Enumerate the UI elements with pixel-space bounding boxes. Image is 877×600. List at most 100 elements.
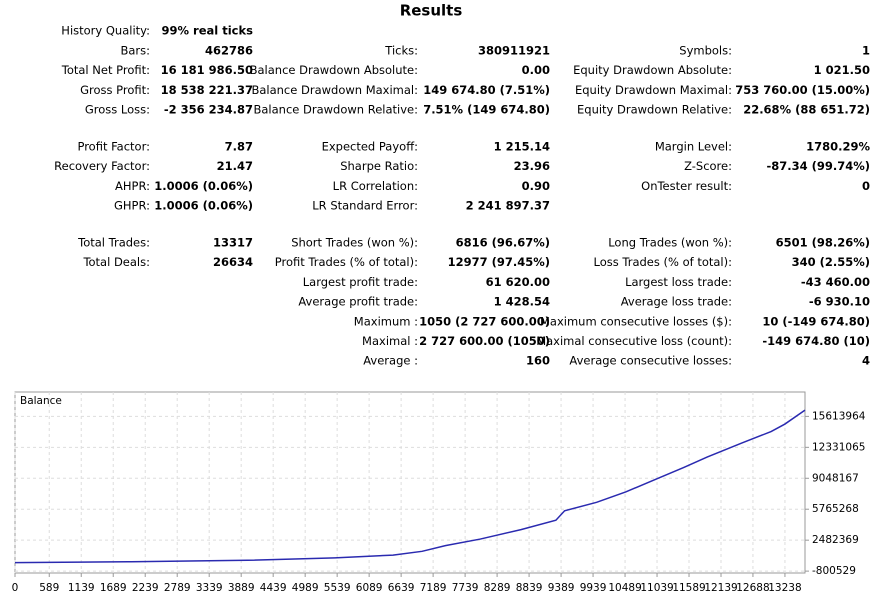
stat-label: Balance Drawdown Relative: (254, 103, 419, 117)
stat-value: 0.00 (522, 63, 550, 77)
stat-value: 1780.29% (806, 140, 870, 154)
plot-area (14, 391, 806, 574)
x-tick-label: 1689 (100, 582, 127, 594)
x-tick-label: 7739 (452, 582, 479, 594)
stat-value: -43 460.00 (801, 275, 870, 289)
stat-value: 26634 (213, 255, 253, 269)
stat-value: 7.51% (149 674.80) (423, 103, 550, 117)
x-tick-label: 11039 (640, 582, 673, 594)
x-tick-label: 9939 (580, 582, 607, 594)
stat-value: 753 760.00 (15.00%) (735, 83, 870, 97)
stat-value: 13317 (213, 236, 253, 250)
stat-value: -87.34 (99.74%) (766, 159, 870, 173)
x-tick-label: 12139 (704, 582, 737, 594)
stat-value: 1 215.14 (494, 140, 550, 154)
stat-value: 149 674.80 (7.51%) (423, 83, 550, 97)
stat-value: 2 727 600.00 (1050) (419, 334, 550, 348)
x-tick-label: 7189 (420, 582, 447, 594)
x-tick-label: 0 (12, 582, 19, 594)
x-tick-label: 3889 (228, 582, 255, 594)
stat-label: Profit Trades (% of total): (275, 255, 418, 269)
stat-value: 12977 (97.45%) (448, 255, 550, 269)
stat-label: Symbols: (679, 44, 732, 58)
stat-value: 1050 (2 727 600.00) (419, 314, 550, 328)
stat-value: 1.0006 (0.06%) (154, 199, 253, 213)
stat-value: 1 (862, 44, 870, 58)
stat-label: Total Net Profit: (61, 63, 150, 77)
stat-label: Total Trades: (77, 236, 150, 250)
stat-value: 6501 (98.26%) (776, 236, 870, 250)
stat-label: Average profit trade: (298, 295, 418, 309)
stat-label: Average consecutive losses: (569, 354, 732, 368)
stat-value: -149 674.80 (10) (762, 334, 870, 348)
x-tick-label: 2239 (132, 582, 159, 594)
x-tick-label: 3339 (196, 582, 223, 594)
x-tick-label: 8289 (484, 582, 511, 594)
x-tick-label: 589 (39, 582, 59, 594)
stat-label: Equity Drawdown Maximal: (575, 83, 732, 97)
y-tick-label: 12331065 (812, 441, 865, 453)
x-tick-label: 9389 (548, 582, 575, 594)
stat-label: Expected Payoff: (322, 140, 418, 154)
stat-value: 18 538 221.37 (161, 83, 253, 97)
x-tick-label: 4439 (260, 582, 287, 594)
x-tick-label: 12688 (736, 582, 769, 594)
stat-label: LR Standard Error: (312, 199, 418, 213)
stat-label: OnTester result: (641, 179, 732, 193)
stat-value: 0.90 (522, 179, 550, 193)
stat-value: 7.87 (225, 140, 253, 154)
stat-label: Profit Factor: (77, 140, 150, 154)
stat-label: Average : (363, 354, 418, 368)
stat-label: Loss Trades (% of total): (594, 255, 732, 269)
stat-value: 160 (526, 354, 550, 368)
stat-value: 380911921 (478, 44, 550, 58)
stat-value: 462786 (205, 44, 253, 58)
stat-value: 21.47 (217, 159, 253, 173)
stat-label: Sharpe Ratio: (340, 159, 418, 173)
stat-label: Total Deals: (82, 255, 150, 269)
stat-value: 4 (862, 354, 870, 368)
stat-label: Maximal : (362, 334, 418, 348)
x-tick-label: 2789 (164, 582, 191, 594)
chart-title: Balance (20, 395, 62, 407)
x-tick-label: 13238 (768, 582, 801, 594)
stat-value: 23.96 (514, 159, 550, 173)
y-tick-label: -800529 (812, 565, 856, 577)
stat-value: 61 620.00 (486, 275, 550, 289)
stat-value: 1 021.50 (814, 63, 870, 77)
stat-label: GHPR: (114, 199, 150, 213)
stat-value: 0 (862, 179, 870, 193)
report-title: Results (400, 2, 463, 20)
stat-value: 99% real ticks (162, 24, 254, 38)
stat-value: -2 356 234.87 (164, 103, 253, 117)
stat-label: Recovery Factor: (54, 159, 150, 173)
stat-label: Maximum : (354, 314, 418, 328)
x-tick-label: 6089 (356, 582, 383, 594)
stat-label: Maximal consecutive loss (count): (536, 334, 732, 348)
balance-line (14, 409, 806, 564)
stat-value: 1.0006 (0.06%) (154, 179, 253, 193)
stat-label: Largest profit trade: (303, 275, 418, 289)
stat-label: Z-Score: (684, 159, 732, 173)
stat-label: Ticks: (384, 44, 418, 58)
x-tick-label: 5539 (324, 582, 351, 594)
stat-label: Equity Drawdown Relative: (577, 103, 732, 117)
stat-label: Equity Drawdown Absolute: (573, 63, 732, 77)
y-tick-label: 2482369 (812, 534, 859, 546)
stat-label: LR Correlation: (333, 179, 418, 193)
stat-value: 16 181 986.50 (161, 63, 253, 77)
x-tick-label: 1139 (68, 582, 95, 594)
stat-label: Gross Profit: (80, 83, 150, 97)
stat-value: 22.68% (88 651.72) (743, 103, 870, 117)
stat-value: 1 428.54 (494, 295, 550, 309)
stat-label: Gross Loss: (85, 103, 150, 117)
stat-label: Balance Drawdown Maximal: (251, 83, 418, 97)
x-tick-label: 10489 (608, 582, 641, 594)
stat-label: Largest loss trade: (625, 275, 732, 289)
stat-label: AHPR: (115, 179, 150, 193)
stat-value: -6 930.10 (809, 295, 870, 309)
stat-label: Bars: (120, 44, 150, 58)
x-tick-label: 11589 (672, 582, 705, 594)
